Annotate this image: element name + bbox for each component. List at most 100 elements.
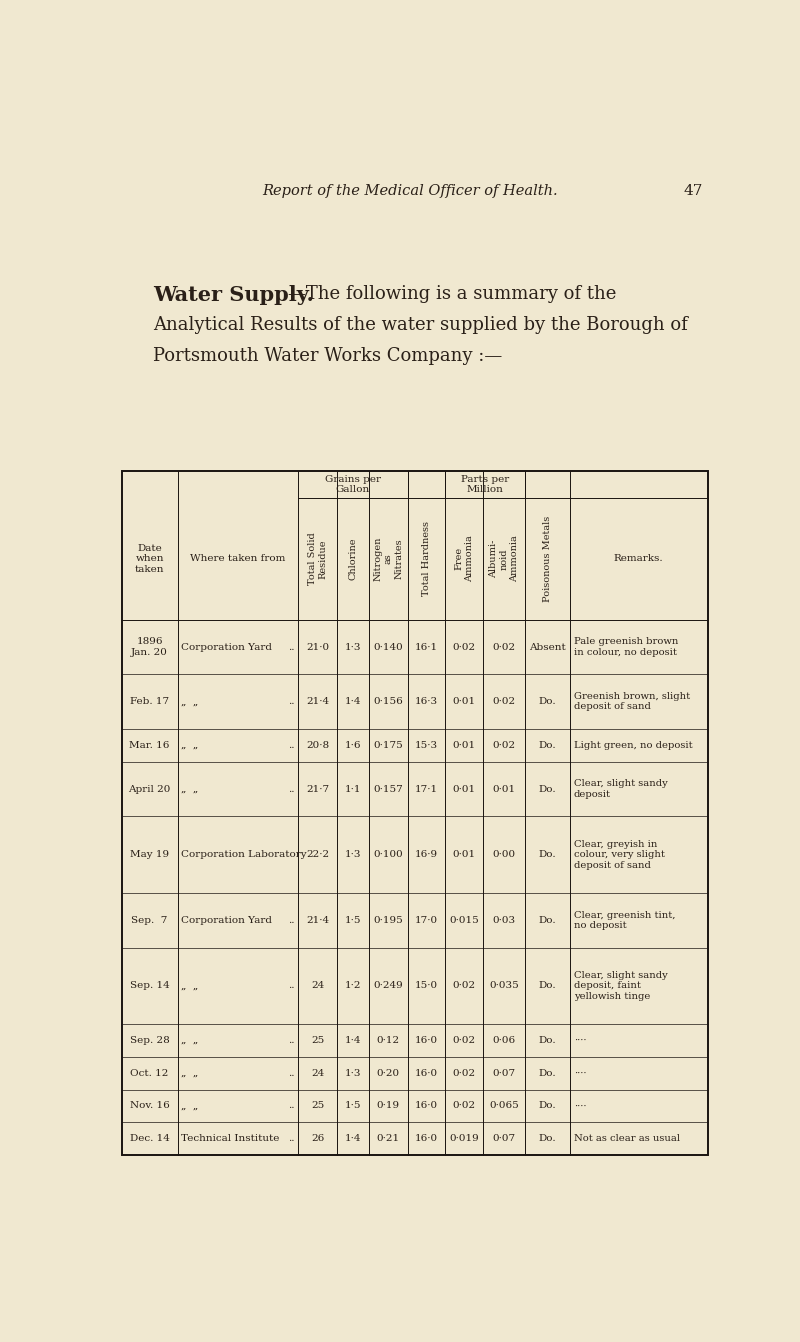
Text: 0·01: 0·01: [452, 698, 475, 706]
Text: Total Solid
Residue: Total Solid Residue: [308, 533, 327, 585]
Text: 1·3: 1·3: [345, 851, 362, 859]
Text: Nov. 16: Nov. 16: [130, 1102, 170, 1110]
Text: ..: ..: [288, 698, 294, 706]
Text: 0·01: 0·01: [452, 785, 475, 793]
Text: 0·19: 0·19: [377, 1102, 400, 1110]
Text: 0·140: 0·140: [374, 643, 403, 652]
Text: Analytical Results of the water supplied by the Borough of: Analytical Results of the water supplied…: [153, 315, 687, 334]
Text: ..: ..: [288, 1036, 294, 1045]
Text: 0·07: 0·07: [493, 1134, 516, 1143]
Text: Date
when
taken: Date when taken: [135, 544, 164, 574]
Text: 1·6: 1·6: [345, 741, 362, 750]
Text: Light green, no deposit: Light green, no deposit: [574, 741, 692, 750]
Text: 0·019: 0·019: [449, 1134, 479, 1143]
Text: 25: 25: [311, 1102, 324, 1110]
Text: 16·3: 16·3: [414, 698, 438, 706]
Text: Dec. 14: Dec. 14: [130, 1134, 170, 1143]
Text: Technical Institute: Technical Institute: [182, 1134, 279, 1143]
Text: 1896
Jan. 20: 1896 Jan. 20: [131, 637, 168, 656]
Text: 0·175: 0·175: [374, 741, 403, 750]
Text: Mar. 16: Mar. 16: [130, 741, 170, 750]
Text: 0·249: 0·249: [374, 981, 403, 990]
Text: Corporation Yard: Corporation Yard: [182, 915, 272, 925]
Text: 22·2: 22·2: [306, 851, 329, 859]
Text: 0·12: 0·12: [377, 1036, 400, 1045]
Text: Feb. 17: Feb. 17: [130, 698, 169, 706]
Text: Poisonous Metals: Poisonous Metals: [543, 515, 552, 603]
Text: —The following is a summary of the: —The following is a summary of the: [288, 285, 616, 303]
Text: 15·3: 15·3: [414, 741, 438, 750]
Text: 1·3: 1·3: [345, 643, 362, 652]
Text: 1·4: 1·4: [345, 1134, 362, 1143]
Text: Free
Ammonia: Free Ammonia: [454, 535, 474, 582]
Text: 0·21: 0·21: [377, 1134, 400, 1143]
Text: Pale greenish brown
in colour, no deposit: Pale greenish brown in colour, no deposi…: [574, 637, 678, 656]
Text: ..: ..: [288, 1134, 294, 1143]
Text: 1·4: 1·4: [345, 698, 362, 706]
Text: 16·0: 16·0: [414, 1036, 438, 1045]
Text: 15·0: 15·0: [414, 981, 438, 990]
Text: Oct. 12: Oct. 12: [130, 1068, 169, 1078]
Text: ····: ····: [574, 1068, 586, 1078]
Text: Do.: Do.: [539, 698, 557, 706]
Text: 26: 26: [311, 1134, 324, 1143]
Text: 0·156: 0·156: [374, 698, 403, 706]
Text: 16·0: 16·0: [414, 1068, 438, 1078]
Text: Clear, greenish tint,
no deposit: Clear, greenish tint, no deposit: [574, 911, 675, 930]
Text: 0·02: 0·02: [452, 1102, 475, 1110]
Text: „  „: „ „: [182, 981, 198, 990]
Text: 0·195: 0·195: [374, 915, 403, 925]
Text: Albumi-
noid
Ammonia: Albumi- noid Ammonia: [490, 535, 519, 582]
Text: 17·1: 17·1: [414, 785, 438, 793]
Text: Grains per
Gallon: Grains per Gallon: [325, 475, 381, 494]
Text: ..: ..: [288, 643, 294, 652]
Text: 0·06: 0·06: [493, 1036, 516, 1045]
Text: „  „: „ „: [182, 1036, 198, 1045]
Text: Clear, slight sandy
deposit: Clear, slight sandy deposit: [574, 780, 667, 798]
Text: Remarks.: Remarks.: [614, 554, 663, 564]
Text: ..: ..: [288, 1102, 294, 1110]
Text: Corporation Laboratory: Corporation Laboratory: [182, 851, 307, 859]
Text: „  „: „ „: [182, 741, 198, 750]
Text: Portsmouth Water Works Company :—: Portsmouth Water Works Company :—: [153, 348, 502, 365]
Text: 0·157: 0·157: [374, 785, 403, 793]
Text: 1·5: 1·5: [345, 1102, 362, 1110]
Text: Sep. 28: Sep. 28: [130, 1036, 170, 1045]
Text: Greenish brown, slight
deposit of sand: Greenish brown, slight deposit of sand: [574, 692, 690, 711]
Text: 0·07: 0·07: [493, 1068, 516, 1078]
Text: Nitrogen
as
Nitrates: Nitrogen as Nitrates: [374, 537, 403, 581]
Text: 47: 47: [683, 184, 702, 197]
Text: Chlorine: Chlorine: [349, 538, 358, 580]
Text: 0·02: 0·02: [493, 741, 516, 750]
Text: Do.: Do.: [539, 1036, 557, 1045]
Text: 0·02: 0·02: [452, 1068, 475, 1078]
Text: 1·3: 1·3: [345, 1068, 362, 1078]
Text: 0·20: 0·20: [377, 1068, 400, 1078]
Text: 0·02: 0·02: [452, 981, 475, 990]
Text: Clear, slight sandy
deposit, faint
yellowish tinge: Clear, slight sandy deposit, faint yello…: [574, 970, 667, 1001]
Text: 21·0: 21·0: [306, 643, 329, 652]
Text: Total Hardness: Total Hardness: [422, 522, 430, 596]
Text: Do.: Do.: [539, 785, 557, 793]
Text: 1·1: 1·1: [345, 785, 362, 793]
Text: „  „: „ „: [182, 1068, 198, 1078]
Text: 17·0: 17·0: [414, 915, 438, 925]
Text: ..: ..: [288, 785, 294, 793]
Text: ····: ····: [574, 1102, 586, 1110]
Text: 0·01: 0·01: [493, 785, 516, 793]
Text: 24: 24: [311, 1068, 324, 1078]
Text: Corporation Yard: Corporation Yard: [182, 643, 272, 652]
Text: 20·8: 20·8: [306, 741, 329, 750]
Text: ..: ..: [288, 741, 294, 750]
Text: ..: ..: [288, 1068, 294, 1078]
Text: 0·02: 0·02: [452, 643, 475, 652]
Text: Do.: Do.: [539, 1134, 557, 1143]
Text: 0·01: 0·01: [452, 741, 475, 750]
Text: 21·7: 21·7: [306, 785, 329, 793]
Text: 0·100: 0·100: [374, 851, 403, 859]
Text: Parts per
Million: Parts per Million: [461, 475, 509, 494]
Text: 24: 24: [311, 981, 324, 990]
Text: Absent: Absent: [530, 643, 566, 652]
Text: 0·02: 0·02: [493, 643, 516, 652]
Text: 21·4: 21·4: [306, 915, 329, 925]
